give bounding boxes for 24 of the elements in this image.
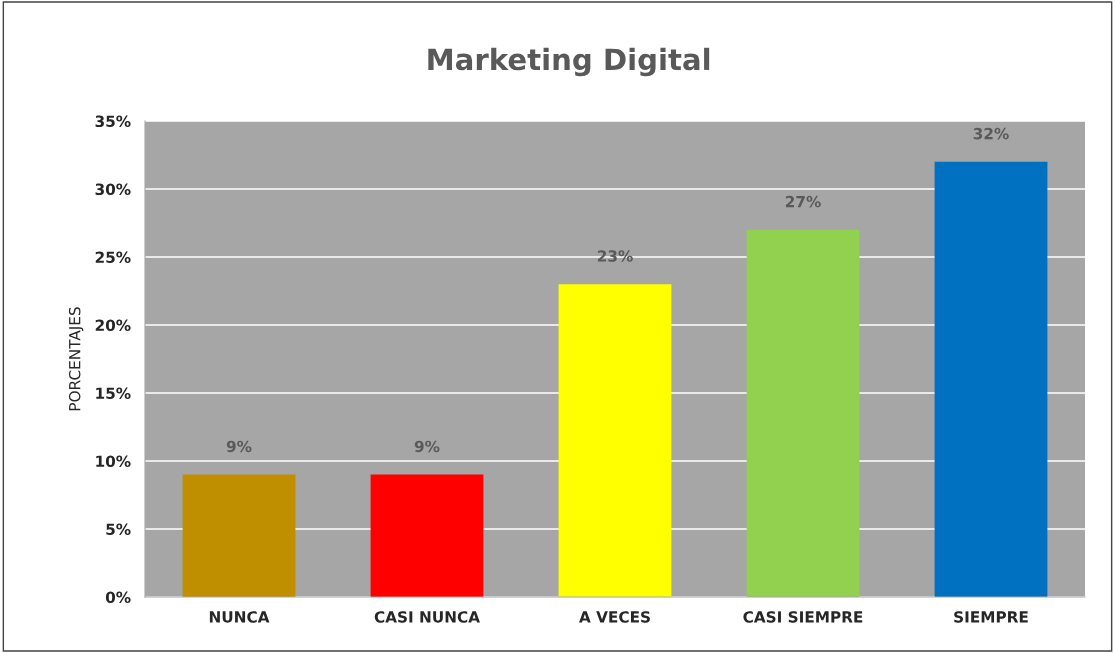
y-tick-label: 35% bbox=[95, 115, 131, 128]
x-tick-label: SIEMPRE bbox=[954, 611, 1028, 623]
chart-title: Marketing Digital bbox=[428, 47, 710, 77]
data-label: 9% bbox=[414, 440, 440, 453]
x-tick-label: CASI NUNCA bbox=[374, 611, 480, 623]
x-tick-label: A VECES bbox=[579, 611, 650, 623]
x-tick-label: CASI SIEMPRE bbox=[743, 611, 863, 623]
bar bbox=[934, 161, 1048, 597]
data-label: 32% bbox=[973, 127, 1009, 140]
y-tick-label: 30% bbox=[95, 183, 131, 196]
data-label: 9% bbox=[226, 440, 252, 453]
y-tick-label: 20% bbox=[95, 319, 131, 332]
data-label: 27% bbox=[785, 195, 821, 208]
y-tick-label: 5% bbox=[106, 523, 131, 536]
y-tick-label: 25% bbox=[95, 251, 131, 264]
y-axis-title: PORCENTAJES bbox=[68, 307, 84, 411]
bar bbox=[558, 284, 672, 597]
bar bbox=[746, 229, 860, 597]
y-tick-label: 15% bbox=[96, 387, 131, 400]
y-tick-label: 0% bbox=[105, 591, 131, 604]
y-tick-label: 10% bbox=[96, 455, 131, 468]
bar bbox=[370, 474, 484, 597]
x-tick-label: NUNCA bbox=[209, 611, 270, 623]
bar bbox=[182, 474, 296, 597]
